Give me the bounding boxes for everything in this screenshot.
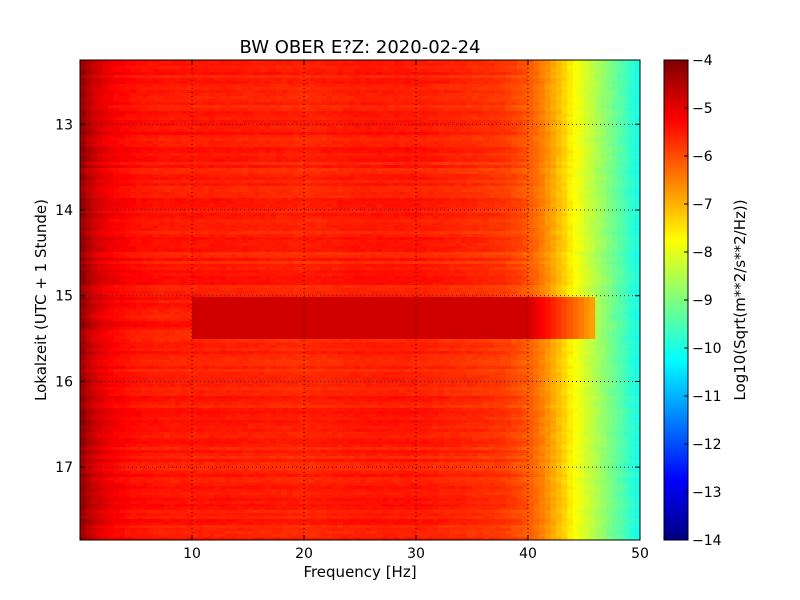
colorbar-tick-label: −6 [692, 149, 713, 165]
y-tick-label: 16 [55, 374, 73, 390]
y-tick-label: 15 [55, 289, 73, 305]
colorbar-ticks: −4 −5 −6 −7 −8 −9 −10 −11 −12 −13 −14 [684, 53, 722, 549]
colorbar-tick-label: −7 [692, 197, 713, 213]
colorbar-tick-label: −11 [692, 389, 722, 405]
y-axis-ticks: 13 14 15 16 17 [55, 117, 640, 476]
colorbar-tick-label: −14 [692, 533, 722, 549]
x-tick-label: 30 [407, 546, 425, 562]
colorbar-tick-label: −9 [692, 293, 713, 309]
spectrogram-heatmap [80, 60, 640, 540]
y-tick-label: 17 [55, 460, 73, 476]
colorbar-tick-label: −8 [692, 245, 713, 261]
x-axis-label: Frequency [Hz] [303, 563, 416, 581]
colorbar-tick-label: −5 [692, 101, 713, 117]
y-tick-label: 13 [55, 117, 73, 133]
y-axis-label: Lokalzeit (UTC + 1 Stunde) [32, 199, 50, 401]
chart-title: BW OBER E?Z: 2020-02-24 [240, 37, 481, 58]
colorbar-label: Log10(Sqrt(m**2/s**2/Hz)) [731, 199, 749, 400]
x-tick-label: 50 [631, 546, 649, 562]
colorbar-tick-label: −10 [692, 341, 722, 357]
x-tick-label: 40 [519, 546, 537, 562]
x-tick-label: 20 [295, 546, 313, 562]
colorbar-tick-label: −12 [692, 437, 722, 453]
x-axis-ticks: 10 20 30 40 50 [183, 60, 649, 562]
plot-frame [79, 59, 641, 541]
grid-lines [80, 60, 640, 540]
colorbar-tick-label: −4 [692, 53, 713, 69]
y-tick-label: 14 [55, 203, 73, 219]
colorbar-tick-label: −13 [692, 485, 722, 501]
x-tick-label: 10 [183, 546, 201, 562]
